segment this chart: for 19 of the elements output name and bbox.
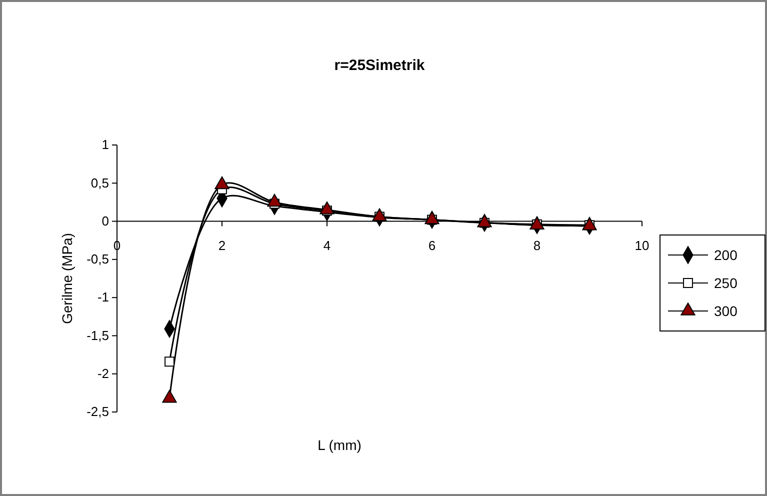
legend-label: 200 <box>714 247 738 263</box>
x-tick-label: 2 <box>218 238 226 254</box>
chart-title: r=25Simetrik <box>334 57 426 74</box>
x-axis-title: L (mm) <box>318 437 362 453</box>
y-tick-label: -0,5 <box>86 252 109 267</box>
x-tick-label: 10 <box>634 238 650 254</box>
x-tick-label: 6 <box>428 238 436 254</box>
y-tick-label: -2,5 <box>86 404 109 420</box>
y-tick-label: 0,5 <box>90 175 109 190</box>
y-tick-label: -2 <box>97 366 109 382</box>
x-tick-label: 8 <box>533 238 541 254</box>
y-tick-label: 0 <box>102 213 109 228</box>
legend-label: 250 <box>714 275 738 291</box>
x-tick-label: 4 <box>323 238 331 254</box>
y-axis-title: Gerilme (MPa) <box>59 232 75 324</box>
y-tick-label: 1 <box>102 137 109 152</box>
legend-label: 300 <box>714 303 738 319</box>
y-tick-label: -1 <box>97 290 109 305</box>
y-tick-label: -1,5 <box>86 328 109 343</box>
